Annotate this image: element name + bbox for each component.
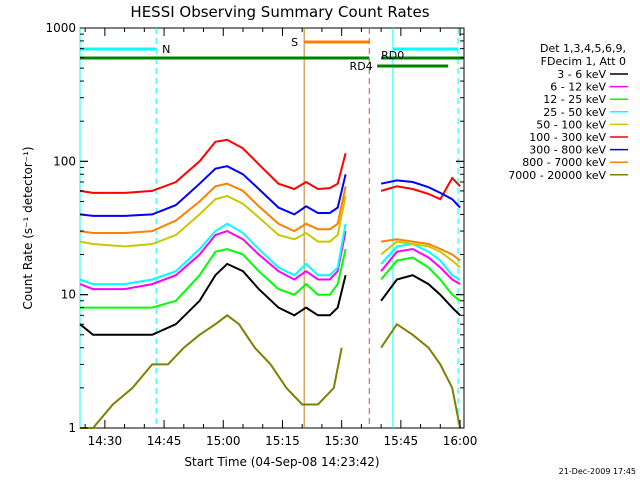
y-tick-label-1: 10 — [61, 288, 76, 302]
x-tick-label-6: 16:00 — [443, 434, 478, 448]
series-line-6 — [79, 165, 461, 217]
legend-label-7: 800 - 7000 keV — [522, 156, 606, 169]
x-tick-label-4: 15:30 — [324, 434, 359, 448]
legend-label-2: 12 - 25 keV — [543, 93, 606, 106]
series-line-3 — [79, 222, 461, 286]
x-tick-label-1: 14:45 — [147, 434, 182, 448]
x-axis-label: Start Time (04-Sep-08 14:23:42) — [184, 455, 379, 469]
night-label: N — [162, 43, 170, 56]
x-tick-label-5: 15:45 — [384, 434, 419, 448]
series-line-1 — [79, 230, 461, 291]
series-line-8 — [80, 314, 462, 429]
y-tick-label-3: 1000 — [45, 21, 76, 35]
series-line-4 — [79, 194, 461, 269]
series-line-0 — [79, 262, 461, 336]
axis-layer: 14:30 14:45 15:00 15:15 15:30 15:45 16:00 1 10 10… — [45, 21, 477, 448]
x-tick-label-0: 14:30 — [88, 434, 123, 448]
series-line-5 — [79, 138, 461, 201]
legend-label-6: 300 - 800 keV — [529, 144, 606, 157]
series-layer — [79, 138, 462, 429]
x-tick-label-3: 15:15 — [265, 434, 300, 448]
legend-label-5: 100 - 300 keV — [529, 131, 606, 144]
legend-header-line-2: FDecim 1, Att 0 — [541, 55, 626, 68]
y-tick-label-2: 100 — [53, 154, 76, 168]
rd4-label: RD4 — [350, 60, 373, 73]
legend-label-3: 25 - 50 keV — [543, 106, 606, 119]
y-tick-label-0: 1 — [68, 421, 76, 435]
series-line-2 — [80, 247, 461, 309]
rd0-label: RD0 — [381, 49, 404, 62]
series-line-7 — [79, 182, 461, 262]
overlay-layer: N S RD0 RD4 — [79, 28, 464, 428]
legend-label-1: 6 - 12 keV — [550, 81, 606, 94]
legend-header-line-1: Det 1,3,4,5,6,9, — [540, 42, 626, 55]
legend-label-0: 3 - 6 keV — [557, 68, 606, 81]
saa-label: S — [291, 36, 298, 49]
y-axis-label: Count Rate (s⁻¹ detector⁻¹) — [21, 146, 35, 309]
x-tick-label-2: 15:00 — [206, 434, 241, 448]
footer-date: 21-Dec-2009 17:45 — [559, 467, 636, 476]
chart-title: HESSI Observing Summary Count Rates — [130, 3, 429, 21]
legend-label-4: 50 - 100 keV — [536, 118, 606, 131]
legend-label-8: 7000 - 20000 keV — [508, 169, 606, 182]
